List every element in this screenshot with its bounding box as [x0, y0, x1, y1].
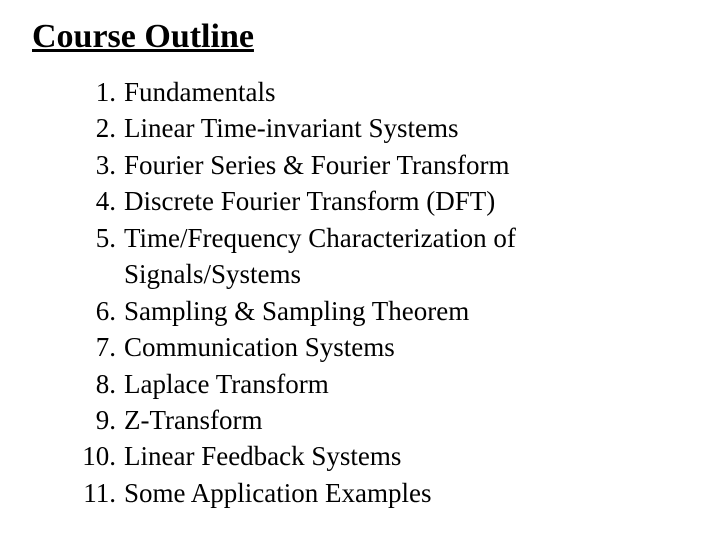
list-number: 6. [80, 293, 124, 329]
list-text: Some Application Examples [124, 475, 688, 511]
page-title: Course Outline [32, 18, 688, 56]
list-text: Laplace Transform [124, 366, 688, 402]
list-number: 10. [80, 438, 124, 474]
list-text: Discrete Fourier Transform (DFT) [124, 183, 688, 219]
list-number: 3. [80, 147, 124, 183]
list-item: 6. Sampling & Sampling Theorem [80, 293, 688, 329]
list-item: 7. Communication Systems [80, 329, 688, 365]
list-item: 4. Discrete Fourier Transform (DFT) [80, 183, 688, 219]
list-number: 8. [80, 366, 124, 402]
list-text: Sampling & Sampling Theorem [124, 293, 688, 329]
list-text: Fourier Series & Fourier Transform [124, 147, 688, 183]
list-number: 11. [80, 475, 124, 511]
list-item: 1. Fundamentals [80, 74, 688, 110]
list-text: Z-Transform [124, 402, 688, 438]
list-number: 2. [80, 110, 124, 146]
list-item: 11. Some Application Examples [80, 475, 688, 511]
list-item: 8. Laplace Transform [80, 366, 688, 402]
list-item: 2. Linear Time-invariant Systems [80, 110, 688, 146]
outline-list: 1. Fundamentals 2. Linear Time-invariant… [32, 74, 688, 511]
list-number: 1. [80, 74, 124, 110]
list-text: Linear Feedback Systems [124, 438, 688, 474]
list-text: Fundamentals [124, 74, 688, 110]
list-text: Communication Systems [124, 329, 688, 365]
list-number: 7. [80, 329, 124, 365]
list-item: 9. Z-Transform [80, 402, 688, 438]
list-number: 9. [80, 402, 124, 438]
list-text: Linear Time-invariant Systems [124, 110, 688, 146]
list-item: 3. Fourier Series & Fourier Transform [80, 147, 688, 183]
list-number: 4. [80, 183, 124, 219]
list-item: 10. Linear Feedback Systems [80, 438, 688, 474]
list-number: 5. [80, 220, 124, 256]
list-text: Time/Frequency Characterization of Signa… [124, 220, 688, 293]
list-item: 5. Time/Frequency Characterization of Si… [80, 220, 688, 293]
